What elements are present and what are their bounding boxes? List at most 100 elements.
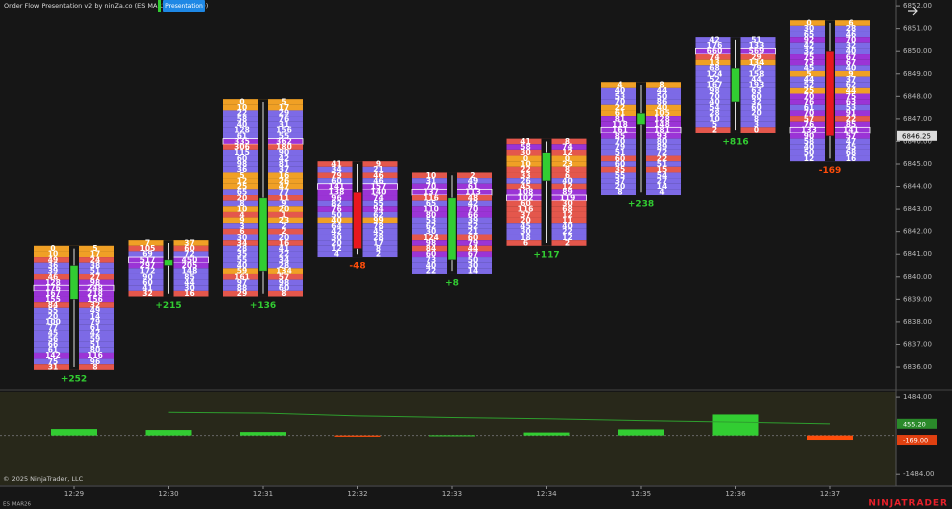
ask-volume: 70 [468,205,478,214]
bid-volume: 128 [45,278,61,287]
bid-volume: 55 [237,255,247,264]
bid-volume: 161 [234,272,250,281]
ask-volume: 44 [846,86,856,95]
bid-volume: 98 [237,159,247,168]
ask-volume: 8 [376,244,381,253]
copyright: © 2025 NinjaTrader, LLC [3,475,84,483]
ask-volume: 90 [279,148,289,157]
bid-volume: 51 [615,148,625,157]
bid-volume: 118 [612,120,628,129]
candle-body [69,265,79,300]
y-tick-label: 6840.00 [903,273,932,281]
bid-volume: 56 [48,334,58,343]
ask-volume: 60 [468,233,478,242]
bid-volume: 88 [237,284,247,293]
bid-volume: 10 [237,103,247,112]
presentation-button[interactable] [163,0,205,12]
ask-volume: 128 [654,114,670,123]
ask-volume: 66 [468,210,478,219]
ask-volume: 51 [751,35,761,44]
bid-volume: 42 [804,41,814,50]
ask-volume: 57 [846,131,856,140]
bid-volume: 45 [48,329,58,338]
ask-volume: 44 [657,86,667,95]
bid-volume: 34 [331,165,341,174]
bid-volume: 96 [331,193,341,202]
ask-volume: 22 [846,114,856,123]
bid-volume: 167 [707,81,723,90]
bid-volume: 41 [331,159,341,168]
bid-volume: 10 [520,159,530,168]
ask-volume: 8 [92,363,97,372]
bid-volume: 50 [804,148,814,157]
bid-volume: 172 [140,267,156,276]
bid-volume: 62 [426,222,436,231]
bid-volume: 97 [237,278,247,287]
bid-volume: 30 [237,233,247,242]
bid-volume: 98 [426,238,436,247]
bid-volume: 161 [612,126,628,135]
ask-volume: 8 [281,289,286,298]
y-tick-label: 6850.00 [903,47,932,55]
ask-volume: 40 [846,47,856,56]
chart-title: Order Flow Presentation v2 by ninZa.co (… [4,2,208,10]
ask-volume: 22 [657,154,667,163]
ask-volume: 27 [657,176,667,185]
ask-volume: 76 [279,114,289,123]
bid-volume: 36 [48,261,58,270]
ask-volume: 79 [468,238,478,247]
ask-volume: 51 [90,267,100,276]
bid-volume: 70 [709,92,719,101]
bid-volume: 20 [331,238,341,247]
ask-volume: 16 [846,154,856,163]
arrow-icon[interactable] [908,6,918,16]
ask-volume: 44 [468,244,478,253]
bid-volume: 34 [237,238,247,247]
delta-label: +238 [628,200,654,210]
delta-bar [618,429,664,436]
delta-bar [334,435,381,437]
candle-body [258,197,268,272]
y-tick-label: 6849.00 [903,70,932,78]
bid-volume: 40 [237,261,247,270]
bid-volume: 0 [50,244,55,253]
ask-volume: 158 [749,69,765,78]
ask-volume: 79 [90,317,100,326]
bid-volume: 30 [331,233,341,242]
ask-volume: 67 [846,52,856,61]
ask-volume: 16 [279,238,289,247]
bid-volume: 54 [709,103,719,112]
value-marker [897,435,937,446]
ask-volume: 89 [657,143,667,152]
bid-volume: 30 [804,24,814,33]
ask-volume: 2 [565,238,570,247]
bid-volume: 31 [48,363,58,372]
bid-volume: 98 [709,86,719,95]
ask-volume: 12 [562,233,572,242]
bid-volume: 84 [48,300,58,309]
bid-volume: 110 [423,205,439,214]
candle-body [825,50,835,137]
bid-volume: 138 [329,188,345,197]
ask-volume: 96 [90,357,100,366]
bid-volume: 65 [237,188,247,197]
ask-volume: 60 [184,244,194,253]
y-tick-label: 6848.00 [903,92,932,100]
bid-volume: 42 [331,227,341,236]
delta-label: +136 [250,301,276,311]
last-price-box [897,130,937,141]
bid-volume: 64 [331,222,341,231]
bid-volume: 10 [709,114,719,123]
delta-label: -169 [819,166,842,176]
ask-volume: 67 [468,250,478,259]
bid-volume: 18 [520,233,530,242]
ask-volume: 49 [468,176,478,185]
bid-volume: 79 [615,143,625,152]
bid-volume: 57 [804,114,814,123]
bid-volume: 75 [804,52,814,61]
bid-volume: 12 [804,154,814,163]
ask-volume: 0 [565,154,570,163]
bid-volume: 0 [806,19,811,28]
x-tick-label: 12:35 [631,490,651,498]
ask-volume: 12 [562,148,572,157]
